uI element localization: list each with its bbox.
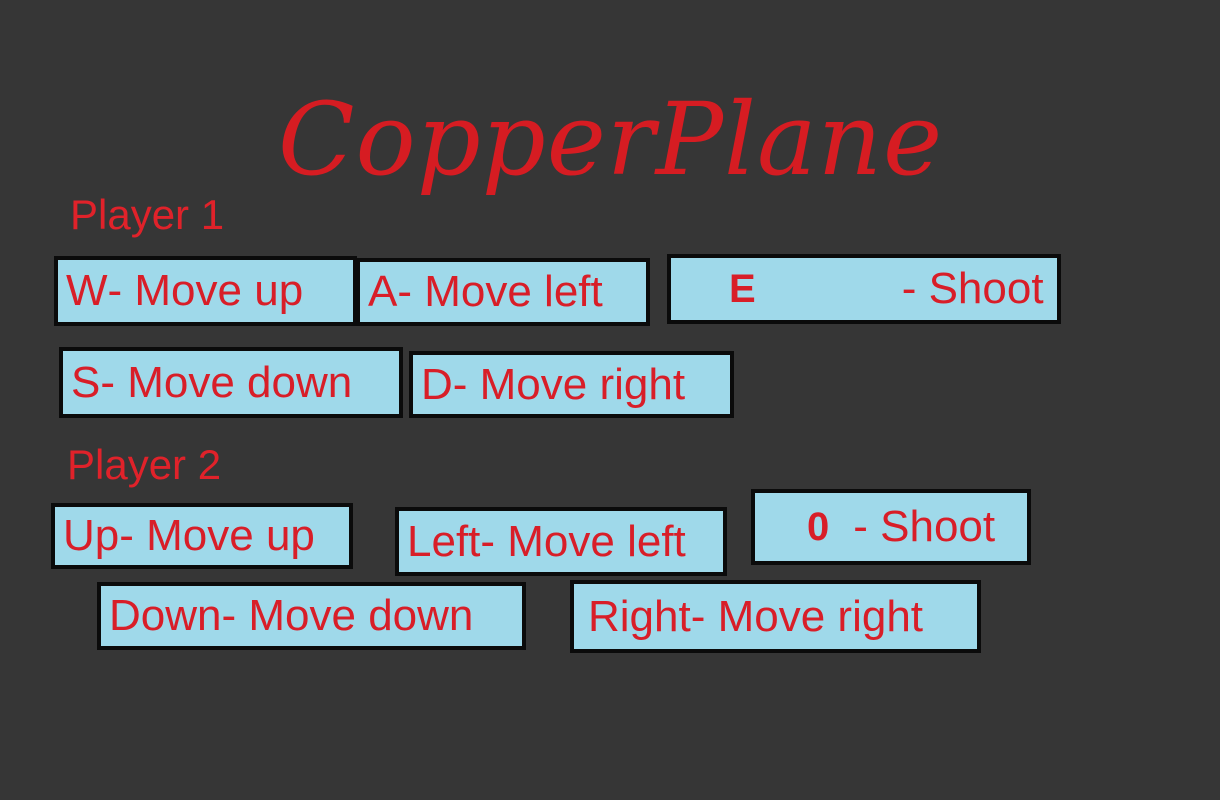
p2-right-action: - Move right xyxy=(690,591,924,641)
player-2-label: Player 2 xyxy=(67,441,222,488)
game-title: CopperPlane xyxy=(278,81,944,198)
p2-shoot-key: 0 - Shoot xyxy=(751,489,1031,565)
p1-shoot-key-label: E xyxy=(729,267,756,311)
p1-left-key: A xyxy=(368,267,398,316)
p1-move-down-key: S - Move down xyxy=(59,347,403,418)
p2-left-key: Left xyxy=(407,516,481,566)
p1-move-left-key: A - Move left xyxy=(356,258,650,326)
p2-shoot-action: - Shoot xyxy=(853,502,996,551)
p1-shoot-action: - Shoot xyxy=(901,264,1044,313)
p2-right-key: Right xyxy=(588,591,691,641)
p1-move-right-key: D - Move right xyxy=(409,351,734,418)
p1-right-key: D xyxy=(421,359,453,409)
p2-up-key: Up xyxy=(63,511,120,560)
p1-up-action: - Move up xyxy=(107,266,304,315)
player-1-label: Player 1 xyxy=(70,191,225,238)
p1-up-key: W xyxy=(66,266,108,315)
p2-shoot-key-label: 0 xyxy=(807,505,830,549)
p2-left-action: - Move left xyxy=(480,516,686,566)
p1-left-action: - Move left xyxy=(397,267,603,316)
p1-right-action: - Move right xyxy=(452,359,686,409)
p2-move-left-key: Left - Move left xyxy=(395,507,727,576)
p2-move-up-key: Up - Move up xyxy=(51,503,353,569)
p1-move-up-key: W - Move up xyxy=(54,256,357,326)
p2-move-down-key: Down - Move down xyxy=(97,582,526,650)
p2-up-action: - Move up xyxy=(119,511,315,560)
p1-down-key: S xyxy=(71,357,101,407)
p1-shoot-key: E - Shoot xyxy=(667,254,1061,324)
p2-down-key: Down xyxy=(109,591,222,640)
p1-down-action: - Move down xyxy=(100,357,353,407)
p2-move-right-key: Right - Move right xyxy=(570,580,981,653)
p2-down-action: - Move down xyxy=(221,591,474,640)
